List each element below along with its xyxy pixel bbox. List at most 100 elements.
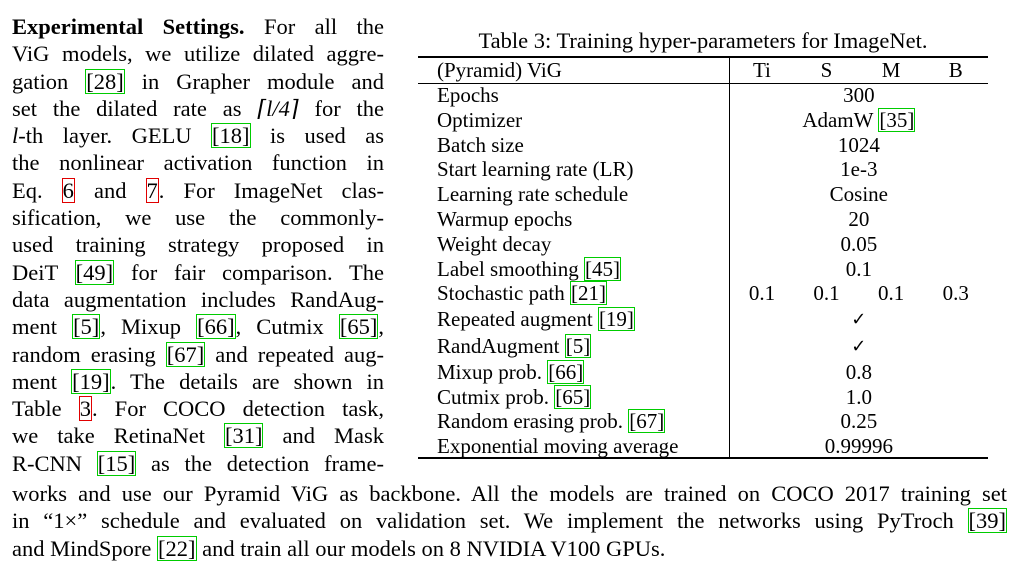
citation-link[interactable]: [5]: [564, 333, 592, 358]
row-label: Random erasing prob. [67]: [418, 409, 730, 435]
table-header-label: (Pyramid) ViG: [418, 58, 730, 83]
column-header-b: B: [948, 58, 963, 83]
row-value: 0.25: [840, 409, 878, 434]
table-row: Label smoothing [45] 0.1: [418, 256, 988, 282]
citation-link[interactable]: [28]: [85, 68, 125, 94]
line: DeiT [49] for fair comparison. The: [12, 259, 384, 285]
table-row: Start learning rate (LR) 1e-3: [418, 157, 988, 183]
equation-link[interactable]: 7: [145, 177, 159, 203]
row-label: Label smoothing [45]: [418, 256, 730, 282]
row-label: Weight decay: [418, 231, 730, 257]
equation-link[interactable]: 6: [61, 177, 75, 203]
bottom-paragraph: works and use our Pyramid ViG as backbon…: [12, 480, 1007, 562]
row-label: Start learning rate (LR): [418, 157, 730, 183]
table-row: Cutmix prob. [65] 1.0: [418, 384, 988, 410]
table-caption: Table 3: Training hyper-parameters for I…: [478, 28, 928, 53]
line: in “1×” schedule and evaluated on valida…: [12, 508, 1007, 534]
row-value: 0.8: [845, 359, 872, 384]
line: sification, we use the commonly-: [12, 205, 384, 231]
line: works and use our Pyramid ViG as backbon…: [12, 481, 1007, 506]
table-link[interactable]: 3: [78, 396, 92, 422]
citation-link[interactable]: [5]: [72, 314, 101, 340]
line: the nonlinear activation function in: [12, 150, 384, 176]
citation-link[interactable]: [35]: [878, 107, 916, 132]
line: we take RetinaNet [31] and Mask: [12, 423, 384, 449]
section-heading: Experimental Settings.: [12, 14, 245, 39]
row-value: Cosine: [829, 182, 888, 207]
citation-link[interactable]: [65]: [338, 314, 379, 340]
row-value: ✓: [851, 335, 867, 357]
row-label: Warmup epochs: [418, 206, 730, 232]
column-header-s: S: [820, 58, 833, 83]
citation-link[interactable]: [21]: [569, 281, 607, 306]
row-value: 0.1: [877, 281, 905, 306]
citation-link[interactable]: [31]: [223, 423, 264, 449]
row-value: 0.1: [813, 281, 840, 306]
citation-link[interactable]: [45]: [583, 256, 621, 281]
line: data augmentation includes RandAug-: [12, 286, 384, 312]
table-row: Optimizer AdamW [35]: [418, 107, 988, 133]
line: ViG models, we utilize dilated aggre-: [12, 41, 384, 67]
table-row: Batch size 1024: [418, 132, 988, 158]
row-value: AdamW [35]: [802, 107, 916, 132]
line: l-th layer. GELU [18] is used as: [12, 123, 384, 149]
table-top-rule: [418, 56, 988, 58]
row-label: Repeated augment [19]: [418, 306, 730, 333]
citation-link[interactable]: [19]: [597, 307, 635, 332]
line: gation [28] in Grapher module and: [12, 68, 384, 94]
row-value: 1e-3: [840, 157, 878, 182]
citation-link[interactable]: [19]: [71, 368, 111, 394]
hyperparameter-table: (Pyramid) ViG Ti S M B Epochs 300 Optimize…: [418, 58, 988, 459]
row-label: Optimizer: [418, 107, 730, 133]
line: and MindSpore [22] and train all our mod…: [12, 535, 666, 561]
citation-link[interactable]: [15]: [96, 450, 137, 476]
row-value: 0.1: [845, 256, 872, 281]
row-value: 0.1: [748, 281, 776, 306]
row-label: Batch size: [418, 132, 730, 158]
row-value: 0.05: [840, 231, 878, 256]
line: ment [19]. The details are shown in: [12, 368, 384, 394]
line: R-CNN [15] as the detection frame-: [12, 450, 384, 476]
line: ment [5], Mixup [66], Cutmix [65],: [12, 314, 384, 340]
row-value: 1.0: [845, 384, 872, 409]
row-value: 300: [843, 83, 875, 107]
column-header-ti: Ti: [752, 58, 771, 83]
citation-link[interactable]: [67]: [628, 409, 666, 434]
citation-link[interactable]: [66]: [547, 359, 585, 384]
row-label: Epochs: [418, 83, 730, 108]
table-header-row: (Pyramid) ViG Ti S M B: [418, 58, 988, 83]
row-label: Mixup prob. [66]: [418, 359, 730, 385]
row-label: Stochastic path [21]: [418, 281, 730, 307]
table-row: Mixup prob. [66] 0.8: [418, 359, 988, 385]
table-row: Epochs 300: [418, 83, 988, 108]
row-value: 1024: [837, 132, 880, 157]
citation-link[interactable]: [22]: [157, 535, 197, 561]
row-value: 0.99996: [824, 434, 893, 459]
citation-link[interactable]: [49]: [74, 259, 115, 285]
line: Experimental Settings. For all the: [12, 14, 384, 39]
citation-link[interactable]: [66]: [196, 314, 236, 340]
table-row: Learning rate schedule Cosine: [418, 182, 988, 207]
row-value: ✓: [851, 309, 867, 331]
settings-paragraph: Experimental Settings. For all the ViG m…: [12, 13, 384, 477]
citation-link[interactable]: [39]: [967, 508, 1007, 534]
table-row: Random erasing prob. [67] 0.25: [418, 409, 988, 435]
line: Eq. 6 and 7. For ImageNet clas-: [12, 177, 384, 203]
table-body: Epochs 300 Optimizer AdamW [35] Batch size 10…: [418, 83, 988, 459]
citation-link[interactable]: [67]: [165, 341, 206, 367]
line: Table 3. For COCO detection task,: [12, 396, 384, 422]
citation-link[interactable]: [65]: [554, 384, 592, 409]
citation-link[interactable]: [18]: [211, 123, 251, 149]
table-row: Weight decay 0.05: [418, 231, 988, 257]
row-label: Learning rate schedule: [418, 182, 730, 207]
line: used training strategy proposed in: [12, 232, 384, 258]
row-value: 20: [848, 206, 870, 231]
table-row: RandAugment [5] ✓: [418, 332, 988, 360]
row-value: 0.3: [942, 281, 969, 306]
math-ceil-expression: ⌈l/4⌉: [257, 95, 299, 121]
row-label: Cutmix prob. [65]: [418, 384, 730, 410]
table-row: Exponential moving average 0.99996: [418, 434, 988, 459]
row-label: Exponential moving average: [418, 434, 730, 459]
row-label: RandAugment [5]: [418, 332, 730, 360]
column-header-m: M: [881, 58, 901, 83]
